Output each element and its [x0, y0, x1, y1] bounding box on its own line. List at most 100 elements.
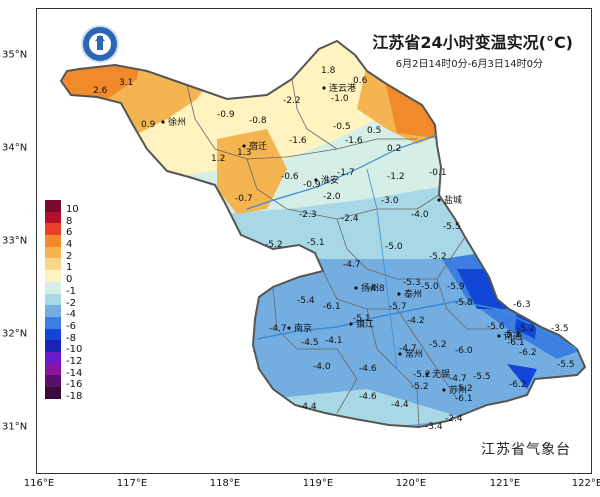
temperature-value: -6.2	[509, 380, 527, 390]
city-dot	[442, 388, 446, 392]
longitude-label: 118°E	[209, 478, 241, 489]
legend-label: -16	[66, 379, 83, 391]
temperature-value: -0.7	[235, 194, 253, 204]
temperature-value: -3.0	[381, 196, 399, 206]
longitude-label: 121°E	[489, 478, 521, 489]
temperature-value: -5.0	[385, 242, 403, 252]
agency-label: 江苏省气象台	[481, 442, 571, 458]
legend-swatch	[45, 223, 61, 236]
city-label: 盐城	[444, 194, 462, 206]
legend-swatch	[45, 235, 61, 247]
yangtze-river	[256, 300, 578, 350]
map-title: 江苏省24小时变温实况(°C)	[372, 33, 573, 52]
temperature-value: -2.4	[445, 414, 463, 424]
city-label: 宿迁	[249, 140, 267, 152]
temperature-value: -1.7	[337, 168, 355, 178]
legend-label: 6	[66, 227, 73, 239]
temperature-value: 0.5	[367, 126, 381, 136]
legend-swatch	[45, 270, 61, 282]
temperature-value: 3.1	[119, 78, 133, 88]
legend-swatch	[45, 387, 61, 399]
temperature-value: -5.1	[307, 238, 325, 248]
city-dot	[161, 120, 165, 124]
temperature-value: -5.2	[265, 240, 283, 250]
legend-swatch	[45, 246, 61, 259]
legend-swatch	[45, 293, 61, 306]
temperature-value: -6.1	[507, 338, 525, 348]
legend-label: 8	[66, 215, 73, 227]
legend-swatch	[45, 340, 61, 352]
city-label: 扬州	[361, 282, 379, 294]
temperature-value: -2.4	[341, 214, 359, 224]
temperature-value: 0.6	[353, 76, 368, 86]
legend-label: -18	[66, 391, 83, 402]
city-dot	[425, 372, 429, 376]
temperature-value: -0.9	[303, 180, 321, 190]
city-dot	[437, 198, 441, 202]
temperature-value: -4.6	[359, 392, 377, 402]
temperature-value: -5.2	[413, 370, 431, 380]
temperature-value: -6.0	[455, 346, 473, 356]
temperature-value: -4.0	[411, 210, 429, 220]
latitude-label: 35°N	[2, 49, 28, 61]
legend-swatch	[45, 363, 61, 376]
temperature-value: -6.1	[455, 394, 473, 404]
temperature-value: -5.0	[421, 282, 439, 292]
longitude-label: 119°E	[302, 478, 334, 489]
temperature-value: -5.2	[455, 384, 473, 394]
temperature-value: -4.7	[343, 260, 361, 270]
longitude-label: 122°E	[571, 478, 600, 489]
legend-swatch	[45, 351, 61, 364]
temperature-value: 0.9	[141, 120, 156, 130]
temperature-value: -5.2	[429, 340, 447, 350]
city-dot	[397, 292, 401, 296]
temperature-value: -4.5	[301, 338, 319, 348]
map-frame: 连云港 徐州 宿迁 淮安 盐城 扬州 泰州 南京 镇江 南通 常州 无锡 苏州 1.8 0.6 -1.0 3.…	[36, 8, 592, 474]
legend-label: -6	[66, 320, 76, 332]
temperature-value: 1.3	[237, 148, 251, 158]
temperature-value: -4.4	[299, 402, 317, 412]
huai-river	[246, 134, 438, 210]
legend-label: -8	[66, 332, 76, 344]
map-subtitle: 6月2日14时0分-6月3日14时0分	[395, 59, 543, 70]
latitude-label: 31°N	[2, 421, 28, 433]
legend-swatch	[45, 211, 61, 224]
temperature-value: 2.6	[93, 86, 108, 96]
temperature-value: -5.8	[455, 298, 473, 308]
temperature-value: -5.4	[297, 296, 315, 306]
temperature-value: -5.1	[353, 314, 371, 324]
weather-bureau-logo-icon	[81, 25, 119, 63]
legend-label: 0	[66, 274, 73, 286]
temperature-value: -5.3	[403, 278, 421, 288]
city-label: 无锡	[432, 369, 450, 380]
city-label: 徐州	[168, 116, 186, 128]
temperature-value: 1.8	[321, 66, 336, 76]
temperature-value: -4.7	[399, 344, 417, 354]
temperature-value: -3.4	[425, 422, 443, 432]
latitude-label: 33°N	[2, 235, 28, 247]
legend-swatch	[45, 281, 61, 294]
temperature-value: -4.0	[313, 362, 331, 372]
legend-label: 1	[66, 262, 73, 274]
temperature-value: -4.4	[391, 400, 409, 410]
legend-label: -12	[66, 355, 83, 367]
city-label: 常州	[405, 348, 423, 360]
temperature-value: -5.7	[389, 302, 407, 312]
legend-label: -10	[66, 344, 83, 356]
temperature-value: -5.1	[503, 330, 521, 340]
city-label: 镇江	[356, 318, 374, 330]
temperature-value: -5.9	[447, 282, 465, 292]
temperature-value: -4.6	[359, 364, 377, 374]
temperature-value: -5.2	[411, 382, 429, 392]
city-dot	[497, 334, 501, 338]
legend-swatch	[45, 375, 61, 387]
legend-label: -2	[66, 297, 76, 309]
temperature-value: -0.5	[333, 122, 351, 132]
temperature-value: -5.2	[517, 324, 535, 334]
temperature-value: -2.2	[283, 96, 301, 106]
station-values: 1.8 0.6 -1.0 3.1 2.6 -2.2 0.9 -0.9 -0.8 -0.5 0.5 -1…	[93, 66, 575, 432]
city-dot	[354, 286, 358, 290]
temperature-value: -0.6	[281, 172, 299, 182]
legend-label: 4	[66, 239, 73, 251]
legend-swatch	[45, 305, 61, 317]
